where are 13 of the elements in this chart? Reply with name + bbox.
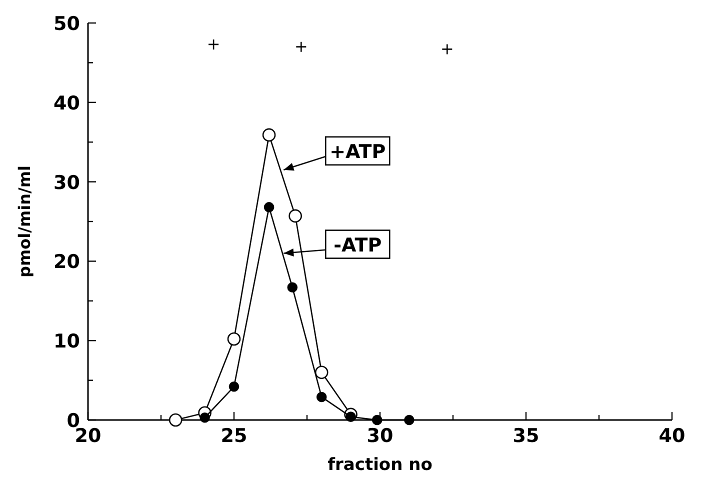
y-axis-title: pmol/min/ml <box>15 166 34 278</box>
x-axis-title: fraction no <box>328 455 432 475</box>
annotation: -ATP <box>334 234 382 256</box>
x-tick-label: 30 <box>366 425 394 447</box>
y-tick-label: 40 <box>54 92 80 114</box>
x-tick-label: 40 <box>658 425 686 447</box>
x-tick-label: 25 <box>220 425 248 447</box>
y-tick-label: 10 <box>54 330 80 353</box>
x-tick-label: 35 <box>512 425 540 447</box>
y-tick-label: 50 <box>54 13 80 35</box>
annotation: +ATP <box>330 140 386 163</box>
y-tick-label: 30 <box>54 172 80 194</box>
y-tick-label: 20 <box>54 251 80 274</box>
